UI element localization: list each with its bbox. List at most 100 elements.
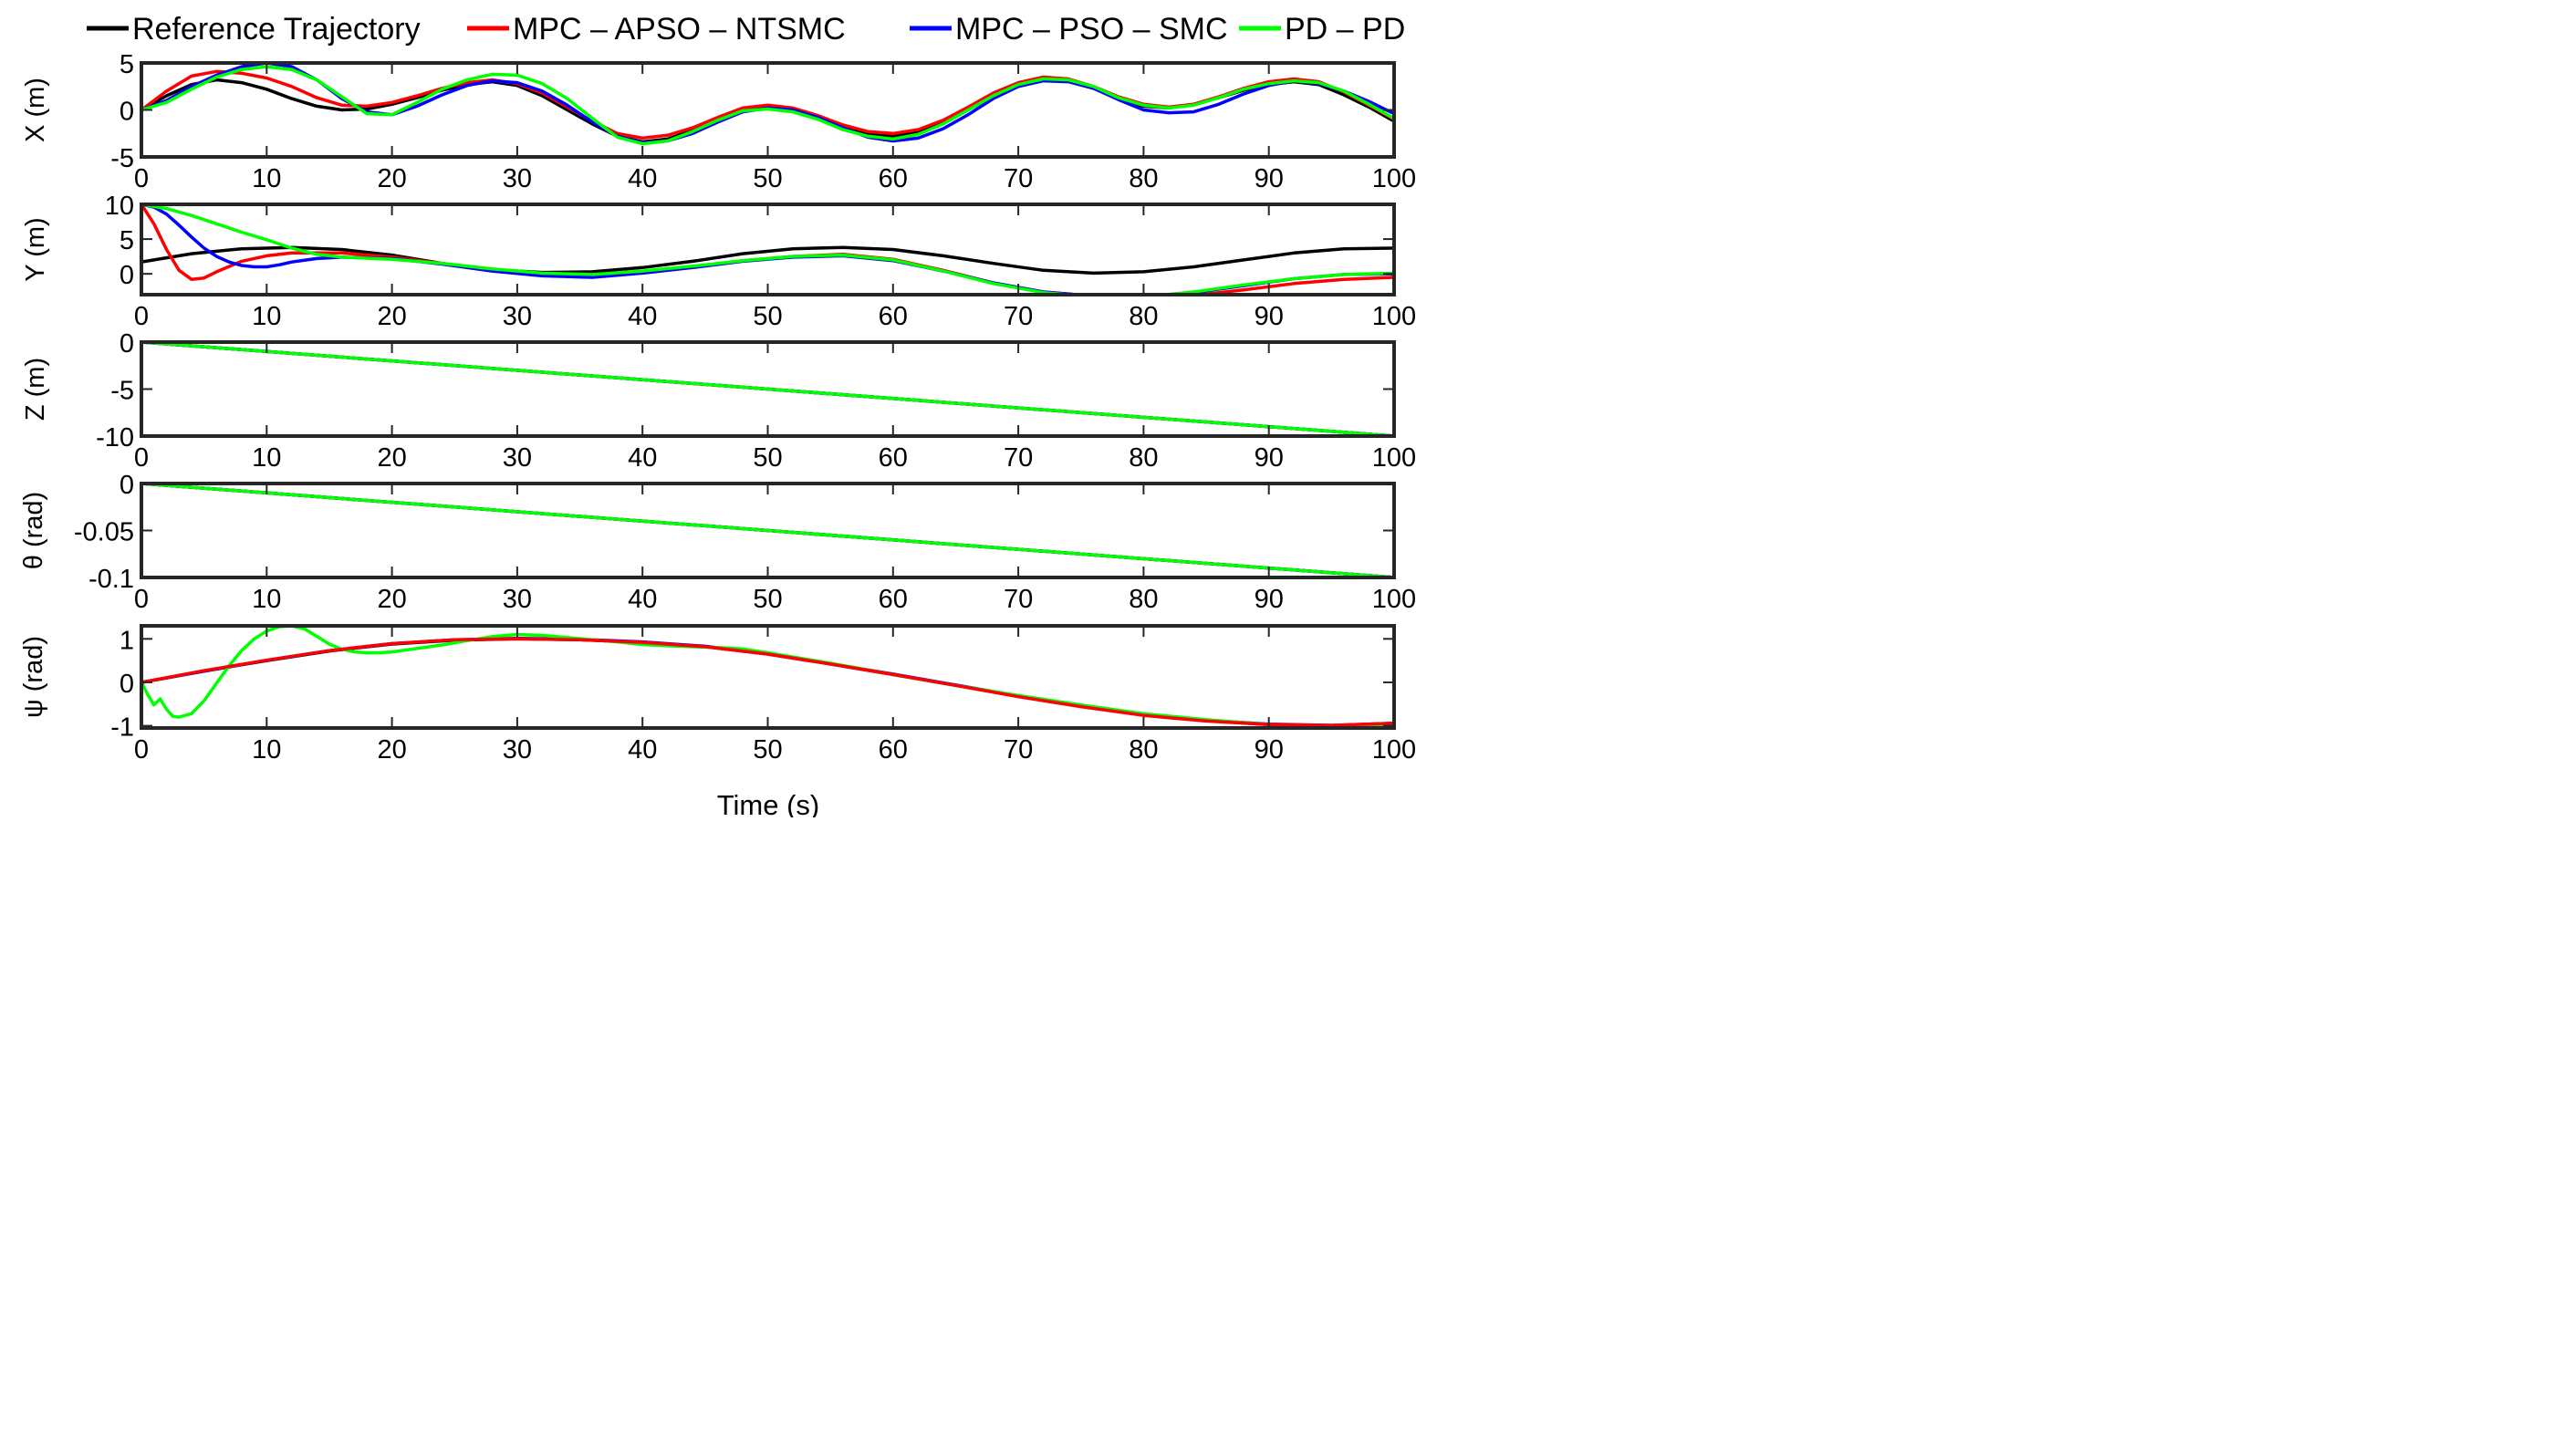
x-tick-label: 30	[503, 302, 532, 331]
y-tick-label: -1	[110, 713, 134, 743]
series-group	[141, 342, 1394, 436]
y-tick-label: -5	[110, 377, 134, 406]
x-tick-label: 70	[1004, 302, 1033, 331]
series-group	[141, 484, 1394, 577]
x-tick-label: 100	[1372, 443, 1416, 473]
series-group	[141, 63, 1394, 146]
y-axis-label: θ (rad)	[19, 492, 48, 569]
x-tick-label: 100	[1372, 164, 1416, 193]
x-tick-label: 80	[1129, 443, 1158, 473]
x-tick-label: 50	[753, 443, 782, 473]
legend-label: PD – PD	[1285, 12, 1405, 47]
y-tick-label: -5	[110, 144, 134, 173]
x-tick-label: 30	[503, 585, 532, 614]
x-tick-label: 30	[503, 443, 532, 473]
x-tick-label: 70	[1004, 585, 1033, 614]
x-tick-label: 100	[1372, 302, 1416, 331]
x-tick-label: 50	[753, 164, 782, 193]
legend-entry-mpc-apso-ntsmc: MPC – APSO – NTSMC	[467, 12, 846, 47]
legend-label: MPC – APSO – NTSMC	[513, 12, 846, 47]
x-tick-label: 20	[377, 302, 406, 331]
x-tick-label: 30	[503, 735, 532, 764]
y-axis-label: Y (m)	[21, 217, 50, 281]
x-tick-label: 50	[753, 735, 782, 764]
y-axis-label: ψ (rad)	[19, 636, 48, 718]
series-group	[141, 204, 1394, 295]
y-tick-label: 0	[120, 670, 134, 699]
legend-entry-pd-pd: PD – PD	[1239, 12, 1405, 47]
x-tick-label: 90	[1255, 585, 1284, 614]
y-tick-label: 0	[120, 261, 134, 290]
x-tick-label: 30	[503, 164, 532, 193]
x-tick-label: 40	[628, 735, 657, 764]
x-tick-label: 10	[252, 302, 281, 331]
x-tick-label: 20	[377, 164, 406, 193]
y-tick-label: -0.1	[89, 565, 134, 594]
series-line-mpc-apso-ntsmc	[141, 69, 1394, 140]
x-tick-label: 90	[1255, 735, 1284, 764]
x-tick-label: 80	[1129, 164, 1158, 193]
x-tick-label: 0	[134, 585, 149, 614]
series-line-pd-pd	[141, 65, 1394, 146]
x-tick-label: 70	[1004, 443, 1033, 473]
x-tick-label: 0	[134, 735, 149, 764]
x-tick-label: 10	[252, 585, 281, 614]
x-tick-label: 0	[134, 443, 149, 473]
x-tick-label: 60	[879, 443, 908, 473]
figure: Reference Trajectory MPC – APSO – NTSMC MP…	[19, 12, 1416, 817]
series-line-mpc-pso-smc	[141, 204, 1394, 295]
y-tick-label: 0	[120, 471, 134, 500]
y-tick-label: 1	[120, 626, 134, 655]
axes-frame	[140, 624, 1396, 730]
y-tick-label: 10	[105, 192, 134, 221]
series-line-pd-pd	[141, 484, 1394, 577]
x-tick-label: 0	[134, 164, 149, 193]
x-tick-label: 60	[879, 302, 908, 331]
series-line-pd-pd	[141, 204, 1394, 295]
x-tick-label: 60	[879, 164, 908, 193]
legend-entry-reference-trajectory: Reference Trajectory	[87, 12, 421, 47]
y-axis-label: X (m)	[21, 78, 50, 142]
x-tick-label: 50	[753, 585, 782, 614]
x-tick-label: 10	[252, 164, 281, 193]
series-line-pd-pd	[141, 626, 1394, 728]
x-tick-label: 80	[1129, 585, 1158, 614]
x-tick-label: 60	[879, 585, 908, 614]
subplot-2: 0 10 20 30 40 50 60 70 80 90 100 0 5 10 Y (m)	[21, 192, 1416, 331]
x-tick-label: 0	[134, 302, 149, 331]
x-tick-label: 60	[879, 735, 908, 764]
legend-entry-mpc-pso-smc: MPC – PSO – SMC	[910, 12, 1228, 47]
x-tick-label: 20	[377, 585, 406, 614]
x-tick-label: 100	[1372, 735, 1416, 764]
x-tick-label: 100	[1372, 585, 1416, 614]
x-axis-label: Time (s)	[717, 789, 820, 817]
y-tick-label: 0	[120, 98, 134, 127]
y-tick-label: -0.05	[74, 518, 134, 547]
x-tick-label: 80	[1129, 302, 1158, 331]
x-tick-label: 20	[377, 735, 406, 764]
x-tick-label: 20	[377, 443, 406, 473]
x-tick-label: 90	[1255, 443, 1284, 473]
series-line-mpc-apso-ntsmc	[141, 637, 1394, 727]
x-tick-label: 40	[628, 443, 657, 473]
x-tick-label: 10	[252, 735, 281, 764]
x-tick-label: 70	[1004, 164, 1033, 193]
x-tick-label: 80	[1129, 735, 1158, 764]
x-tick-label: 50	[753, 302, 782, 331]
y-tick-label: 0	[120, 329, 134, 359]
subplot-3: 0 10 20 30 40 50 60 70 80 90 100 -10 -5 0 Z (m)	[21, 329, 1416, 473]
y-tick-label: -10	[96, 423, 134, 452]
x-tick-label: 40	[628, 164, 657, 193]
series-line-reference-trajectory	[141, 245, 1394, 276]
x-tick-label: 90	[1255, 302, 1284, 331]
legend-label: Reference Trajectory	[132, 12, 421, 47]
series-line-pd-pd	[141, 342, 1394, 436]
y-tick-label: 5	[120, 226, 134, 255]
legend: Reference Trajectory MPC – APSO – NTSMC MP…	[87, 12, 1405, 47]
series-group	[141, 626, 1394, 728]
x-tick-label: 70	[1004, 735, 1033, 764]
x-tick-label: 90	[1255, 164, 1284, 193]
